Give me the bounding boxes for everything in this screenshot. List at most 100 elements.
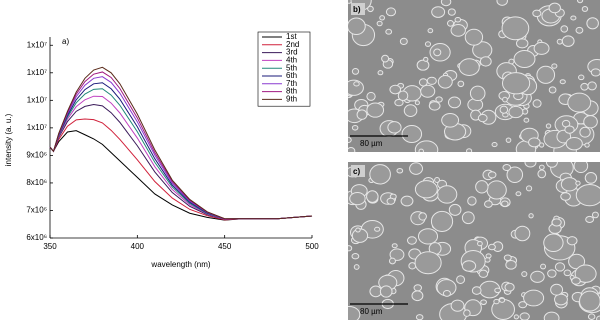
droplet: [433, 48, 442, 57]
droplet: [521, 271, 528, 277]
droplet: [563, 269, 572, 277]
droplet: [537, 169, 547, 179]
y-tick-label: 7x10⁶: [26, 206, 47, 215]
droplet: [391, 243, 398, 249]
droplet: [406, 236, 417, 245]
droplet: [514, 225, 531, 242]
droplet: [387, 121, 402, 134]
droplet: [353, 81, 360, 87]
droplet: [566, 236, 578, 246]
droplet: [351, 68, 360, 75]
droplet: [519, 312, 530, 320]
droplet: [348, 305, 361, 320]
droplet: [440, 0, 452, 7]
panel-label: a): [62, 37, 69, 46]
droplet: [524, 162, 537, 168]
droplet: [584, 172, 598, 184]
droplet: [367, 5, 374, 13]
droplet: [366, 190, 379, 203]
droplet: [394, 98, 404, 107]
droplet: [351, 124, 359, 131]
droplet: [570, 15, 577, 21]
x-axis-label: wavelength (nm): [150, 260, 210, 269]
droplet: [409, 162, 424, 175]
droplet: [385, 28, 393, 35]
droplet: [436, 185, 458, 204]
droplet: [428, 101, 441, 111]
droplet: [379, 285, 393, 298]
droplet: [411, 290, 424, 302]
label-bg: [351, 3, 365, 15]
droplet: [485, 253, 492, 259]
y-tick-label: 1x10⁷: [27, 68, 47, 77]
droplet: [513, 314, 519, 320]
droplet: [554, 293, 568, 306]
droplet: [583, 115, 598, 129]
legend-label: 8th: [286, 87, 297, 96]
droplet: [437, 75, 453, 89]
droplet: [463, 309, 471, 317]
droplet: [494, 287, 502, 294]
droplet: [467, 196, 477, 206]
droplet: [441, 113, 460, 128]
droplet: [487, 243, 496, 251]
y-tick-label: 1x10⁷: [27, 95, 47, 104]
droplet: [575, 183, 600, 207]
droplet: [424, 41, 432, 47]
droplet: [587, 313, 596, 320]
droplet: [461, 211, 475, 225]
droplet: [585, 215, 595, 223]
droplet: [413, 284, 423, 292]
x-tick-label: 450: [218, 242, 232, 251]
droplet: [545, 123, 552, 129]
droplet: [559, 79, 566, 85]
droplet: [543, 311, 560, 320]
legend-box: [257, 31, 311, 107]
droplet: [503, 254, 512, 262]
droplet: [493, 298, 500, 305]
droplets: [348, 162, 600, 320]
scale-label: 80 µm: [360, 307, 383, 316]
droplet: [565, 136, 583, 151]
droplet: [389, 84, 402, 95]
droplet: [454, 17, 462, 23]
droplet: [506, 166, 524, 184]
droplet: [418, 78, 428, 87]
droplet: [590, 68, 600, 77]
droplet: [501, 200, 509, 207]
droplet: [499, 105, 509, 114]
droplet: [469, 85, 486, 102]
droplet: [584, 142, 590, 148]
droplet: [348, 147, 356, 152]
droplet: [457, 80, 465, 88]
droplet: [442, 289, 451, 297]
scale-label: 80 µm: [360, 139, 383, 148]
droplet: [560, 25, 569, 33]
panel-label: b): [353, 5, 361, 14]
droplet: [434, 177, 441, 183]
droplet: [369, 164, 391, 185]
droplet: [581, 6, 589, 12]
data-line: [49, 118, 313, 221]
droplet: [430, 210, 454, 232]
droplet: [431, 6, 446, 18]
droplet: [420, 84, 436, 98]
droplet: [574, 264, 597, 283]
y-tick-label: 1x10⁷: [27, 123, 47, 132]
droplet: [415, 314, 424, 320]
droplet: [528, 137, 541, 148]
legend-label: 1st: [286, 32, 297, 41]
droplet: [450, 23, 466, 37]
droplet: [479, 56, 492, 67]
legend-label: 2nd: [286, 40, 299, 49]
droplet: [491, 141, 498, 148]
droplet: [545, 162, 558, 168]
droplet: [399, 37, 408, 46]
droplet: [536, 65, 556, 84]
droplet: [353, 264, 360, 270]
droplet: [564, 125, 575, 134]
droplet: [448, 203, 462, 216]
droplet: [417, 228, 439, 245]
droplet: [501, 72, 531, 95]
